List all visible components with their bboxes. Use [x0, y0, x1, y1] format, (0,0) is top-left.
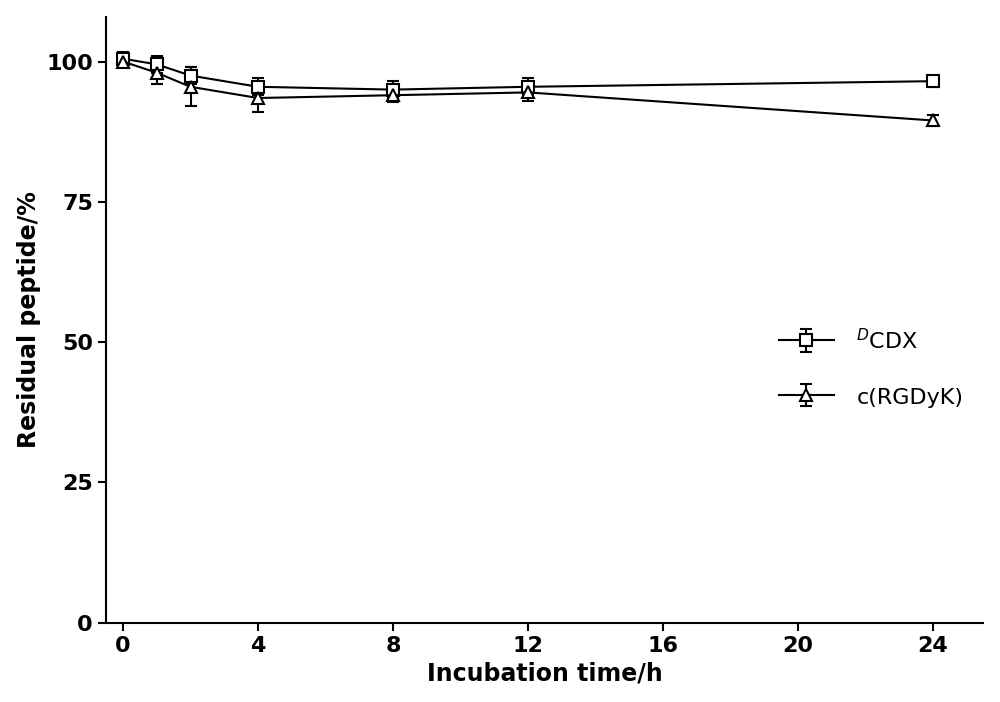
Legend: $^{D}$CDX, c(RGDyK): $^{D}$CDX, c(RGDyK)	[779, 328, 963, 408]
Y-axis label: Residual peptide/%: Residual peptide/%	[17, 191, 41, 448]
X-axis label: Incubation time/h: Incubation time/h	[427, 661, 663, 685]
